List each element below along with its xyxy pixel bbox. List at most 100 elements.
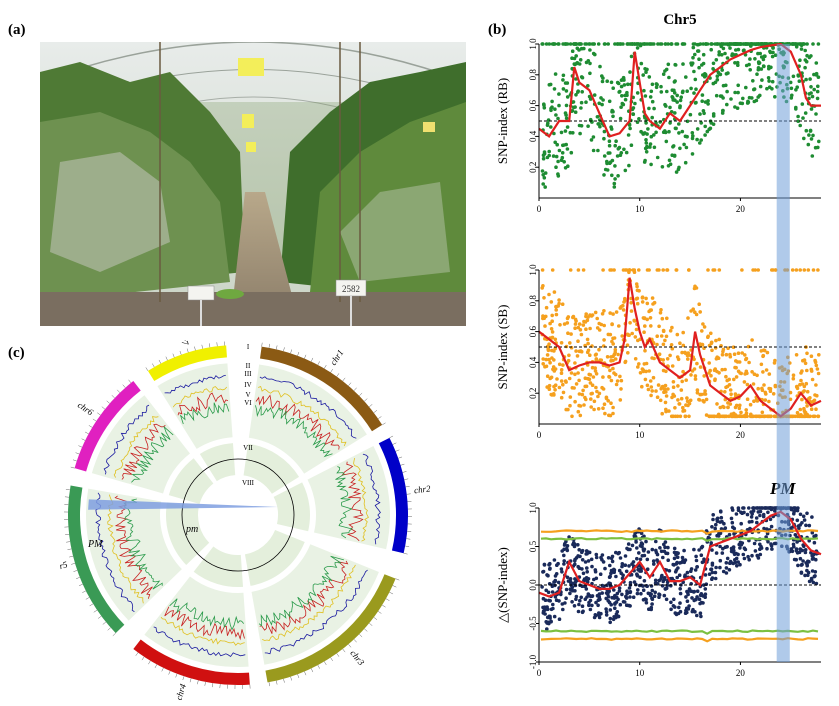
scale-tick <box>269 344 270 348</box>
center-disc <box>202 479 274 551</box>
scale-tick <box>197 680 198 684</box>
track-label-IV: IV <box>244 381 251 389</box>
y-tick-label: 0.0 <box>528 579 538 591</box>
scale-tick <box>180 351 181 355</box>
chromosome-label: chr3 <box>348 648 366 668</box>
scale-tick <box>205 682 206 686</box>
y-axis-label: △(SNP-index) <box>495 547 510 623</box>
scale-tick <box>146 367 148 370</box>
y-axis-label: SNP-index (SB) <box>495 305 510 390</box>
plot-sign-label: 2582 <box>342 284 360 294</box>
scale-tick <box>67 549 71 550</box>
x-tick-label: 10 <box>635 430 645 440</box>
scale-tick <box>152 364 154 367</box>
chart-title: Chr5 <box>663 12 696 28</box>
scale-tick <box>142 657 144 660</box>
inner-track-background <box>274 482 310 531</box>
chromosome-label: chr6 <box>76 400 96 418</box>
scale-tick <box>173 354 174 358</box>
scale-tick <box>382 423 385 425</box>
scale-tick <box>354 388 357 391</box>
scale-tick <box>73 570 77 571</box>
scale-tick <box>298 674 299 678</box>
scale-tick <box>393 585 397 587</box>
scale-tick <box>283 347 284 351</box>
scale-tick <box>324 365 326 368</box>
scale-tick <box>66 542 70 543</box>
scale-tick <box>269 682 270 686</box>
track-label-III: III <box>245 370 253 378</box>
scale-tick <box>79 584 83 586</box>
inner-track-background <box>194 547 243 587</box>
scale-tick <box>393 443 397 445</box>
scale-tick <box>304 355 306 359</box>
scale-tick <box>403 471 407 472</box>
scale-tick <box>337 653 339 656</box>
scale-tick <box>364 629 367 632</box>
ci95-lower-line <box>541 631 818 634</box>
y-tick-label: 0.8 <box>528 69 538 81</box>
scale-tick <box>85 432 89 434</box>
pm-region-band <box>777 44 790 662</box>
scale-tick <box>318 665 320 669</box>
y-tick-label: -1.0 <box>528 654 538 669</box>
scale-tick <box>94 610 97 612</box>
x-tick-label: 20 <box>736 668 746 678</box>
scale-tick <box>117 390 120 393</box>
scale-tick <box>113 633 116 636</box>
circos-plot: chr1chr2chr3chr4chr5chr6chr7IIIIIIIVVVIV… <box>60 340 480 700</box>
y-tick-label: -0.5 <box>528 616 538 631</box>
track-label-V: V <box>245 391 250 399</box>
scale-tick <box>212 683 213 687</box>
scale-tick <box>324 661 326 664</box>
scale-tick <box>389 436 393 438</box>
scale-tick <box>359 634 362 637</box>
y-tick-label: 0.2 <box>528 162 538 173</box>
panel-label-a: (a) <box>8 22 26 39</box>
scale-tick <box>318 361 320 365</box>
scale-tick <box>369 404 372 407</box>
scale-tick <box>348 383 351 386</box>
scale-tick <box>159 360 161 364</box>
scale-tick <box>378 611 381 613</box>
scale-tick <box>311 358 313 362</box>
scale-tick <box>128 380 131 383</box>
x-tick-label: 10 <box>635 668 645 678</box>
scale-tick <box>374 617 377 619</box>
x-tick-label: 20 <box>736 430 746 440</box>
scale-tick <box>82 439 86 441</box>
scale-tick <box>298 352 299 356</box>
scale-tick <box>378 416 381 418</box>
greenhouse-photo: 2582 <box>40 42 466 326</box>
scale-tick <box>404 553 408 554</box>
scale-tick <box>359 393 362 396</box>
scale-tick <box>162 668 164 672</box>
scale-tick <box>103 622 106 625</box>
scale-tick <box>404 479 408 480</box>
x-tick-label: 10 <box>635 204 645 214</box>
panel-label-c: (c) <box>8 345 25 362</box>
scale-tick <box>108 628 111 631</box>
y-tick-label: 1.0 <box>528 38 538 50</box>
scale-tick <box>97 413 100 415</box>
scale-tick <box>364 399 367 402</box>
scale-tick <box>148 661 150 664</box>
scale-tick <box>76 577 80 578</box>
scale-tick <box>136 653 138 656</box>
y-tick-label: 0.6 <box>528 99 538 111</box>
scale-tick <box>276 345 277 349</box>
scale-tick <box>209 343 210 347</box>
scale-tick <box>82 591 86 593</box>
scale-tick <box>262 343 263 347</box>
y-tick-label: 0.4 <box>528 130 538 142</box>
scale-tick <box>348 644 351 647</box>
scale-tick <box>155 664 157 668</box>
scale-tick <box>343 649 345 652</box>
scale-tick <box>73 460 77 461</box>
scale-tick <box>369 623 372 626</box>
y-axis-label: SNP-index (RB) <box>495 78 510 164</box>
scale-tick <box>337 373 339 376</box>
